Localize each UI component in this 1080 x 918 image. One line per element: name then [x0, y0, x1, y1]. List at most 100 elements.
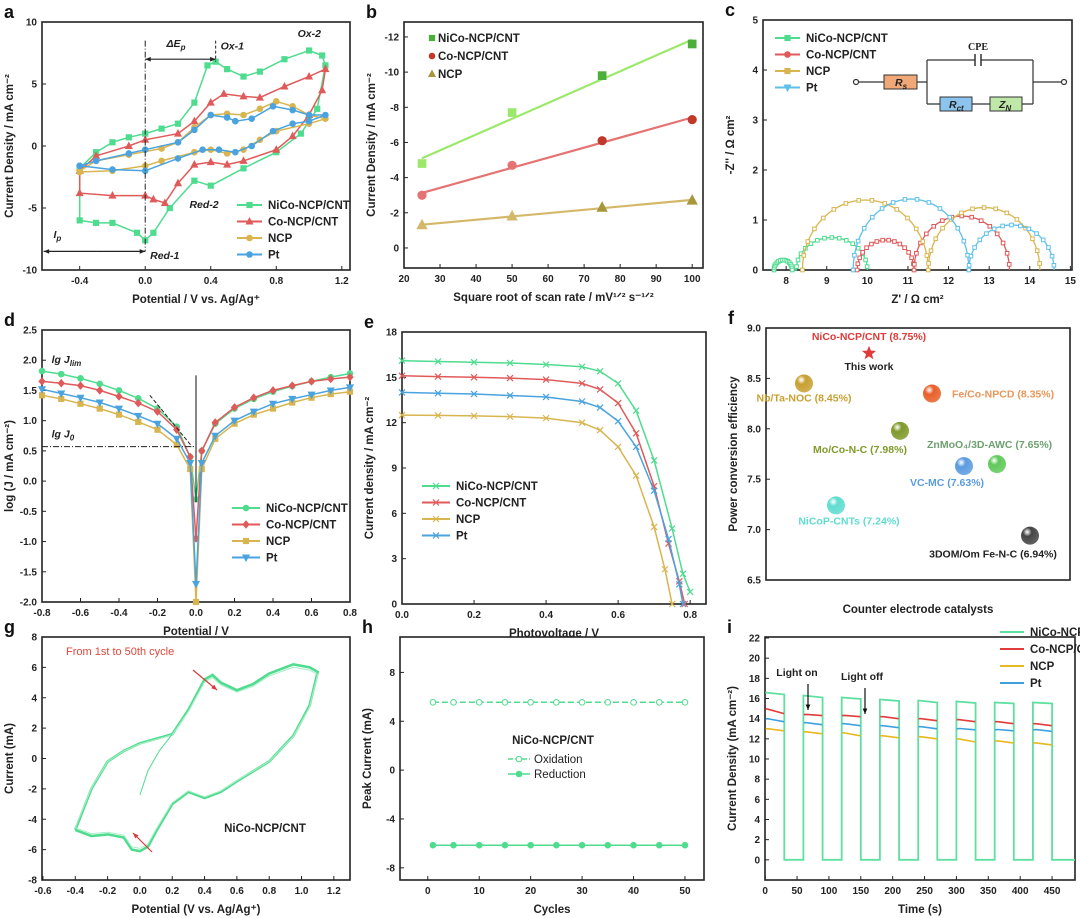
legend-item-ncp: NCP	[1000, 661, 1055, 673]
data-point	[928, 248, 934, 253]
data-point	[913, 226, 919, 232]
data-point	[450, 699, 457, 706]
data-point	[679, 600, 687, 608]
delta-ep-label-sub: p	[180, 43, 186, 52]
y-tick-label: 0.0	[23, 477, 37, 488]
data-point	[199, 146, 206, 154]
catalyst-point-znmoo-3d-awc-7-65: ZnMoO₄/3D-AWC (7.65%)	[927, 439, 1052, 474]
data-point	[242, 504, 250, 512]
data-point	[398, 411, 406, 419]
tafel-tangent-line	[149, 394, 193, 447]
data-point	[174, 120, 182, 127]
light-off-arrow-head	[862, 708, 868, 714]
y-tick-label: 8.5	[747, 374, 761, 385]
data-point	[527, 699, 534, 706]
y-tick-label: 10	[26, 18, 38, 29]
legend-label: NCP	[806, 66, 831, 78]
x-tick-label: 250	[916, 886, 933, 897]
data-point	[969, 214, 974, 220]
data-point	[914, 197, 920, 202]
catalyst-point-nico-ncp-cnt-8-75: This work NiCo-NCP/CNT (8.75%)	[812, 331, 926, 373]
legend-item-co-ncp-cnt: Co-NCP/CNT	[1000, 644, 1080, 656]
catalyst-label: NiCo-NCP/CNT (8.75%)	[812, 331, 926, 343]
series-line-co-ncp-cnt	[995, 720, 1014, 725]
x-tick-label: 13	[984, 276, 996, 287]
data-point	[507, 160, 517, 170]
data-point	[501, 699, 509, 706]
y-tick-label: 0	[391, 600, 397, 611]
data-point	[542, 393, 550, 401]
data-point	[784, 34, 791, 42]
x-tick-label: 10	[862, 276, 874, 287]
y-tick-label: 10	[749, 755, 761, 766]
y-tick-label: -2.0	[20, 598, 38, 609]
data-point	[924, 231, 929, 237]
data-point	[475, 841, 483, 849]
legend-item-co-ncp-cnt: Co-NCP/CNT	[428, 51, 508, 63]
data-point	[542, 376, 550, 384]
data-point	[1006, 262, 1012, 267]
data-point	[1004, 210, 1010, 216]
legend-item-pt: Pt	[775, 83, 818, 95]
sphere-marker	[923, 384, 941, 403]
data-point	[242, 520, 250, 529]
data-point	[76, 394, 85, 403]
legend-item-co-ncp-cnt: Co-NCP/CNT	[422, 498, 526, 510]
data-point	[432, 532, 440, 539]
y-tick-label: 12	[749, 734, 761, 745]
series-line-co-ncp-cnt	[956, 718, 976, 723]
data-point	[614, 399, 622, 407]
data-point	[153, 407, 162, 416]
data-point	[902, 197, 908, 202]
circuit-wire	[858, 59, 1061, 105]
data-point	[470, 390, 478, 398]
data-point	[857, 255, 862, 261]
data-point	[850, 267, 856, 273]
data-point	[879, 206, 885, 211]
data-point	[37, 386, 47, 394]
data-point	[288, 131, 297, 140]
panel-i: i 0 50 100 150 200 250 300 350 400 450 0 2 4 6 8 10 12 14 1…	[727, 617, 1080, 916]
legend-label: Pt	[268, 250, 280, 262]
data-point	[38, 377, 46, 386]
data-point	[240, 165, 247, 172]
data-point	[305, 117, 313, 125]
light-on-arrow-head	[805, 704, 811, 710]
data-point	[432, 515, 440, 523]
panel-label: f	[728, 308, 735, 328]
data-point	[207, 182, 214, 189]
x-axis-label: Square root of scan rate / mV¹ᐟ² s⁻¹ᐟ²	[453, 292, 654, 304]
x-axis-label: Potential / V vs. Ag/Ag⁺	[132, 294, 260, 306]
data-point	[955, 225, 961, 231]
delta-ep-arrow-head	[145, 56, 151, 62]
data-point	[255, 93, 264, 101]
data-point	[416, 218, 428, 230]
y-tick-label: -0.5	[20, 507, 38, 518]
data-point	[115, 392, 123, 401]
data-point	[959, 210, 964, 216]
catalyst-label: Mo/Co-N-C (7.98%)	[813, 444, 907, 456]
x-tick-label: 100	[821, 886, 838, 897]
data-point	[319, 52, 326, 59]
data-point	[515, 755, 523, 763]
data-point	[668, 600, 676, 608]
y-axis-label: Current density / mA cm⁻²	[364, 397, 376, 540]
data-point	[795, 257, 801, 263]
data-point	[232, 148, 239, 156]
x-tick-label: 20	[398, 274, 410, 285]
data-point	[805, 239, 811, 244]
data-point	[632, 407, 640, 415]
cycle-arrow-head	[133, 833, 139, 839]
panel-d: d -0.8 -0.6 -0.4 -0.2 0.0 0.2 0.4 0.6 0.8 -2.0 -1.5…	[4, 310, 357, 638]
data-point	[134, 398, 142, 408]
y-tick-label: 18	[749, 674, 761, 685]
data-point	[874, 239, 880, 244]
x-tick-label: 9	[824, 276, 830, 287]
data-point	[604, 841, 612, 849]
delta-ep-label-main: ΔE	[166, 38, 182, 50]
x-tick-label: 1.2	[335, 276, 349, 287]
data-point	[515, 770, 523, 778]
data-point	[1040, 237, 1046, 243]
data-point	[206, 157, 215, 166]
data-point	[417, 190, 427, 200]
